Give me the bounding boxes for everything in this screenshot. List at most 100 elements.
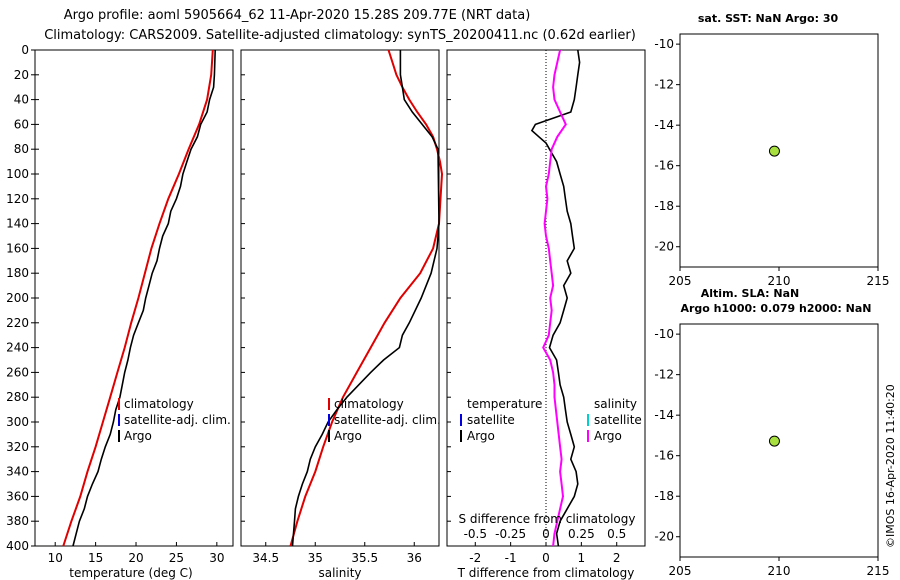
sla-map-title-line2: Argo h1000: 0.079 h2000: NaN — [680, 302, 871, 315]
figure-title-line1: Argo profile: aoml 5905664_62 11-Apr-202… — [64, 8, 531, 23]
map-lat-tick-label: -18 — [654, 489, 674, 503]
map-lat-tick-label: -14 — [654, 118, 674, 132]
depth-tick-label: 280 — [6, 390, 29, 404]
sst-map-title: sat. SST: NaN Argo: 30 — [698, 12, 839, 25]
x-tick-label: 15 — [88, 551, 103, 565]
depth-tick-label: 120 — [6, 192, 29, 206]
argo-location-dot — [768, 145, 780, 157]
map-lat-tick-label: -16 — [654, 159, 674, 173]
salinity-x-label: salinity — [318, 566, 361, 580]
x-tick-label: 35 — [308, 551, 323, 565]
t-difference-x-axis: -2 -1 0 1 2 — [469, 542, 621, 565]
salinity-argo-line — [291, 50, 440, 547]
x-tick-label: 10 — [48, 551, 63, 565]
depth-tick-label: 300 — [6, 415, 29, 429]
x-tick-label: 35.5 — [351, 551, 378, 565]
legend-label-satellite-adj: satellite-adj. clim. — [124, 413, 231, 427]
sla-map-title-line1: Altim. SLA: NaN — [701, 287, 800, 300]
depth-tick-label: 340 — [6, 465, 29, 479]
map-lon-tick-label: 205 — [669, 274, 692, 288]
map-lon-tick-label: 215 — [867, 274, 890, 288]
map-lat-tick-label: -10 — [654, 37, 674, 51]
temperature-panel: 0 20 40 60 80 100 120 140 160 180 200 220 240 260 280 3… — [6, 43, 451, 580]
x-tick-label: -2 — [469, 551, 481, 565]
depth-tick-label: 60 — [14, 117, 29, 131]
legend-label-t-argo: Argo — [467, 429, 495, 443]
difference-legend-salinity: salinity satellite Argo — [587, 397, 642, 443]
s-difference-tick-label: -0.5 — [464, 527, 487, 541]
salinity-panel: 34.5 35 35.5 36 climatology satellite-adj. … — [240, 49, 444, 580]
legend-label-climatology: climatology — [334, 397, 404, 411]
x-tick-label: 36 — [407, 551, 422, 565]
s-difference-axis-label: S difference from climatology — [459, 512, 636, 526]
sla-map-axes: -10 -12 -14 -16 -18 -20 205 210 215 — [654, 327, 889, 578]
depth-tick-label: 240 — [6, 341, 29, 355]
legend-label-s-satellite: satellite — [594, 413, 642, 427]
salinity-legend: climatology satellite-adj. clim. Argo — [328, 397, 441, 443]
map-lon-tick-label: 210 — [768, 564, 791, 578]
depth-axis: 0 20 40 60 80 100 120 140 160 180 200 220 240 260 280 3… — [6, 43, 451, 553]
map-lon-tick-label: 205 — [669, 564, 692, 578]
x-tick-label: -1 — [505, 551, 517, 565]
difference-legend-temperature: temperature satellite Argo — [460, 397, 542, 443]
s-difference-tick-label: 0.25 — [568, 527, 595, 541]
legend-label-climatology: climatology — [124, 397, 194, 411]
x-tick-label: 20 — [128, 551, 143, 565]
t-difference-argo-line — [530, 49, 581, 547]
legend-title-temperature: temperature — [467, 397, 542, 411]
map-lat-tick-label: -16 — [654, 449, 674, 463]
depth-tick-label: 220 — [6, 316, 29, 330]
s-difference-tick-label: -0.25 — [495, 527, 526, 541]
t-difference-x-label: T difference from climatology — [457, 566, 635, 580]
map-lat-tick-label: -12 — [654, 368, 674, 382]
depth-tick-label: 40 — [14, 93, 29, 107]
legend-label-argo: Argo — [334, 429, 362, 443]
depth-tick-label: 260 — [6, 365, 29, 379]
depth-tick-label: 320 — [6, 440, 29, 454]
map-lat-tick-label: -20 — [654, 530, 674, 544]
difference-frame — [446, 49, 646, 547]
legend-label-satellite-adj: satellite-adj. clim. — [334, 413, 441, 427]
s-difference-tick-label: 0.5 — [607, 527, 626, 541]
figure-title-line2: Climatology: CARS2009. Satellite-adjuste… — [44, 28, 636, 43]
salinity-frame — [240, 49, 440, 547]
temperature-x-axis: 10 15 20 25 30 — [48, 542, 224, 565]
depth-tick-label: 80 — [14, 142, 29, 156]
temperature-x-label: temperature (deg C) — [69, 566, 192, 580]
x-tick-label: 34.5 — [252, 551, 279, 565]
depth-tick-label: 100 — [6, 167, 29, 181]
argo-location-dot — [768, 435, 780, 447]
legend-label-s-argo: Argo — [594, 429, 622, 443]
depth-tick-label: 400 — [6, 539, 29, 553]
depth-tick-label: 180 — [6, 266, 29, 280]
map-lat-tick-label: -20 — [654, 240, 674, 254]
temperature-legend: climatology satellite-adj. clim. Argo — [118, 397, 231, 443]
legend-title-salinity: salinity — [594, 397, 637, 411]
depth-tick-label: 0 — [21, 43, 29, 57]
depth-tick-label: 160 — [6, 241, 29, 255]
x-tick-label: 25 — [169, 551, 184, 565]
salinity-x-axis: 34.5 35 35.5 36 — [252, 542, 422, 565]
salinity-climatology-line — [289, 49, 444, 547]
map-lat-tick-label: -12 — [654, 78, 674, 92]
legend-label-argo: Argo — [124, 429, 152, 443]
difference-panel: -2 -1 0 1 2 -0.5 -0.25 0 0.25 0.5 temperature sa… — [446, 49, 646, 580]
s-difference-axis: -0.5 -0.25 0 0.25 0.5 — [464, 527, 627, 541]
temperature-climatology-line — [62, 49, 214, 547]
depth-tick-label: 360 — [6, 489, 29, 503]
x-tick-label: 30 — [209, 551, 224, 565]
depth-tick-label: 140 — [6, 217, 29, 231]
depth-tick-label: 200 — [6, 291, 29, 305]
sla-map-panel: Altim. SLA: NaN Argo h1000: 0.079 h2000:… — [654, 287, 889, 578]
temperature-argo-line — [72, 49, 216, 547]
legend-label-t-satellite: satellite — [467, 413, 515, 427]
map-lat-tick-label: -18 — [654, 199, 674, 213]
depth-tick-label: 380 — [6, 514, 29, 528]
map-lat-tick-label: -14 — [654, 408, 674, 422]
imos-timestamp: ©IMOS 16-Apr-2020 11:40:20 — [884, 384, 897, 548]
map-lon-tick-label: 210 — [768, 274, 791, 288]
temperature-frame — [34, 49, 234, 547]
depth-tick-label: 20 — [14, 68, 29, 82]
x-tick-label: 1 — [578, 551, 586, 565]
